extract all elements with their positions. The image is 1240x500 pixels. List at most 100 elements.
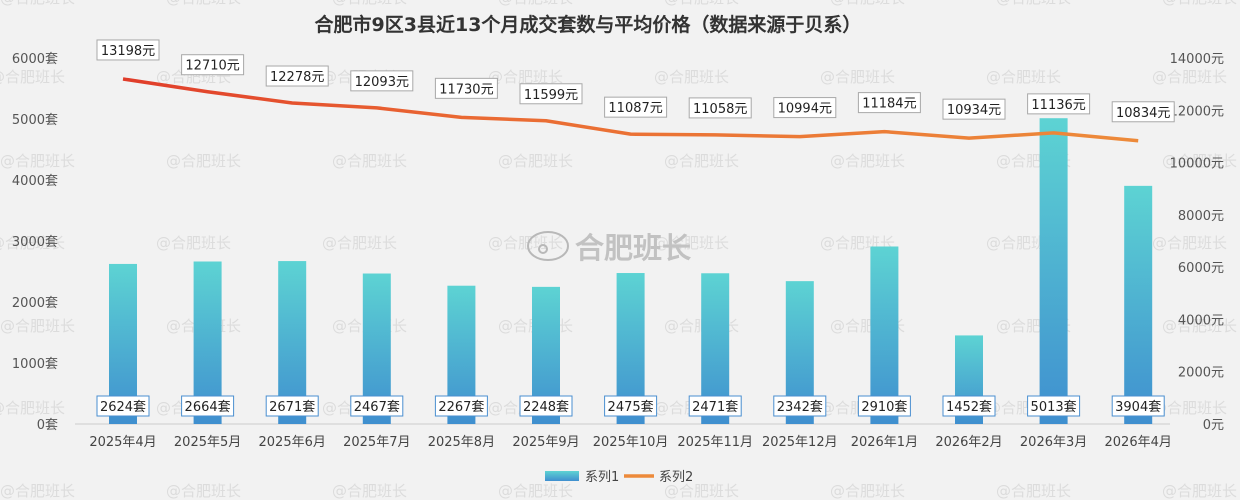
bar-value-label-box [434,395,488,417]
chart-title: 合肥市9区3县近13个月成交套数与平均价格（数据来源于贝系） [315,13,862,36]
price-value-label-box [604,96,668,118]
left-axis-tick-label: 2000套 [12,295,58,311]
bar-value-label: 2267套 [438,399,484,415]
price-value-label: 11730元 [439,82,493,97]
price-value-label: 11058元 [693,102,747,117]
watermark-text: @合肥班长 [830,152,905,170]
bar [870,246,899,424]
legend-swatch-bar [545,471,579,481]
price-value-label-box [1111,101,1175,123]
bar-value-label-box [96,395,150,417]
watermark-text: @合肥班长 [664,0,739,7]
bar-value-label-box [688,395,742,417]
bar-value-label: 2467套 [354,399,400,415]
watermark-text: @合肥班长 [0,152,75,170]
right-axis: 0元 2000元 4000元 6000元 8000元 10000元 12000元 14000元 [1170,52,1224,433]
price-value-label: 11599元 [524,88,578,103]
bar-value-label-box [181,395,235,417]
left-axis-tick-label: 6000套 [12,51,58,67]
x-axis-tick-label: 2025年7月 [343,435,410,450]
watermark-text: @合肥班长 [322,234,397,252]
right-axis-tick-label: 14000元 [1170,52,1224,67]
bar-value-label: 2624套 [100,399,146,415]
price-value-label-box [519,83,583,105]
bar-value-label-box [1111,395,1165,417]
x-axis-tick-label: 2026年3月 [1020,435,1087,450]
x-axis-tick-label: 2025年4月 [89,435,156,450]
watermark-text: @合肥班长 [1162,317,1237,335]
watermark-text: @合肥班长 [0,399,65,417]
watermark-text: @合肥班长 [0,234,65,252]
watermark-text: @合肥班长 [498,152,573,170]
watermark-text: @合肥班长 [166,152,241,170]
x-axis-tick-label: 2025年8月 [428,435,495,450]
price-line [122,77,1139,143]
price-value-label-box [1027,93,1091,115]
watermark-text: @合肥班长 [1162,0,1237,7]
right-axis-tick-label: 12000元 [1170,104,1224,119]
right-axis-tick-label: 10000元 [1170,157,1224,172]
bar-value-label-box [350,395,404,417]
watermark-text: @合肥班长 [0,482,75,500]
bar-value-label: 5013套 [1031,399,1077,415]
watermark-text: @合肥班长 [1162,152,1237,170]
watermark-text: @合肥班长 [0,0,75,7]
watermark-text: @合肥班长 [488,234,563,252]
center-watermark: 合肥班长 [527,231,692,265]
price-value-label: 12278元 [270,70,324,85]
price-value-label: 10834元 [1116,106,1170,121]
price-data-labels: 13198元 12710元 12278元 12093元 11730元 11599元 1108… [96,39,1175,123]
bar [1039,118,1068,424]
bar-value-label: 2671套 [269,399,315,415]
right-axis-tick-label: 6000元 [1178,261,1224,276]
bar-value-label-box [1027,395,1081,417]
price-value-label: 11087元 [608,101,662,116]
watermark-text: @合肥班长 [1162,482,1237,500]
watermark-text: @合肥班长 [332,0,407,7]
watermark-text: @合肥班长 [0,68,65,86]
left-axis-tick-label: 4000套 [12,173,58,189]
price-value-label-box [96,39,160,61]
price-value-label-box [857,92,921,114]
center-watermark-logo-eye [538,244,548,254]
bar-value-label: 1452套 [946,399,992,415]
watermark-text: @合肥班长 [488,68,563,86]
price-value-label: 12710元 [185,59,239,74]
price-value-label: 11184元 [862,97,916,112]
bar-value-label-box [519,395,573,417]
watermark-text: @合肥班长 [332,482,407,500]
watermark-text: @合肥班长 [1152,399,1227,417]
left-axis-tick-label: 3000套 [12,234,58,250]
bar-value-label-box [773,395,827,417]
price-value-label: 11136元 [1031,98,1085,113]
price-line-series [122,77,1139,143]
bar-value-label-box [857,395,911,417]
watermark-text: @合肥班长 [996,0,1071,7]
watermark-text: @合肥班长 [654,68,729,86]
right-axis-tick-label: 8000元 [1178,209,1224,224]
watermark-text: @合肥班长 [156,234,231,252]
x-axis-tick-label: 2025年12月 [762,435,838,450]
left-axis-tick-label: 5000套 [12,112,58,128]
watermark-text: @合肥班长 [996,482,1071,500]
price-value-label-box [434,77,498,99]
bar-value-label-box [604,395,658,417]
watermark-text: @合肥班长 [654,234,729,252]
bar-value-label: 2475套 [608,399,654,415]
left-axis: 0套 1000套 2000套 3000套 4000套 5000套 6000套 [12,51,58,433]
watermark-text: @合肥班长 [166,482,241,500]
right-axis-tick-label: 0元 [1203,418,1224,433]
center-watermark-text: 合肥班长 [575,231,692,265]
price-value-label-box [942,98,1006,120]
left-axis-tick-label: 0套 [37,417,58,433]
bar-value-label: 2664套 [185,399,231,415]
watermark-text: @合肥班长 [986,68,1061,86]
bar-value-label: 2471套 [692,399,738,415]
x-axis-tick-label: 2026年1月 [851,435,918,450]
right-axis-tick-label: 4000元 [1178,313,1224,328]
x-axis-labels: 2025年4月 2025年5月 2025年6月 2025年7月 2025年8月 2025年… [89,435,1172,450]
legend-label: 系列1 [585,470,619,485]
watermark-text: @合肥班长 [0,317,75,335]
